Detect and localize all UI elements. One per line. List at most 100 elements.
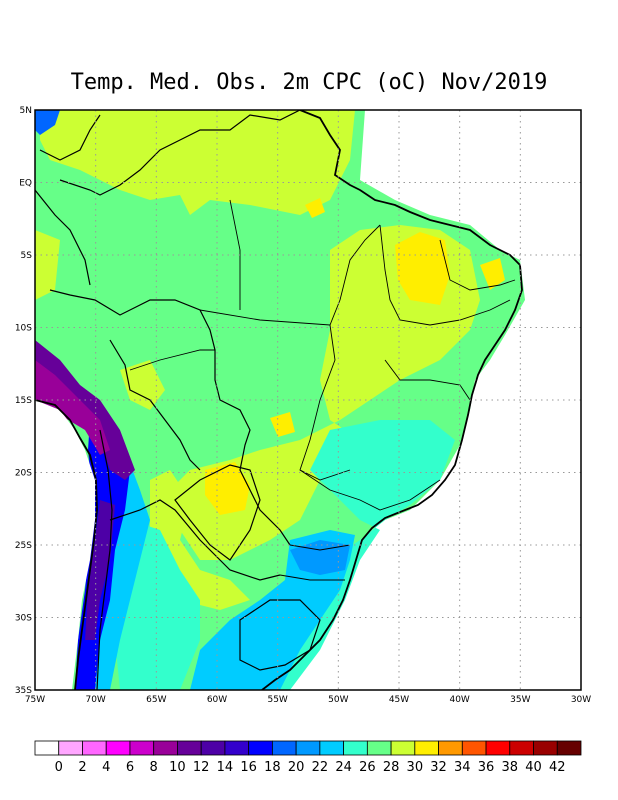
border-brazil-west: [49, 289, 291, 546]
zone-28-north: [40, 110, 355, 215]
longitude-label: 50W: [328, 695, 348, 705]
state-line-10: [439, 239, 516, 291]
colorbar-label: 22: [312, 760, 329, 775]
longitude-label: 70W: [85, 695, 105, 705]
latitude-label: 5N: [20, 106, 32, 116]
state-line-7: [289, 544, 351, 551]
zone-30-amapa: [305, 198, 325, 218]
zone-22-rs: [290, 540, 350, 575]
state-line-3: [299, 324, 351, 481]
zone-28-central: [170, 225, 480, 560]
latitude-labels: 5N EQ 5S 10S 15S 20S 25S 30S 35S: [15, 106, 32, 696]
colorbar-swatch: [129, 740, 155, 756]
state-line-2: [229, 199, 241, 310]
state-line-8: [279, 574, 345, 581]
latitude-label: 5S: [21, 251, 33, 261]
colorbar-label: 40: [525, 760, 542, 775]
colorbar-label: 32: [430, 760, 447, 775]
colorbar-swatch: [390, 740, 416, 756]
longitude-labels: 75W 70W 65W 60W 55W 50W 45W 40W 35W 30W: [25, 695, 591, 705]
colorbar-label: 14: [217, 760, 234, 775]
colorbar-label: 4: [102, 760, 110, 775]
border-brazil-north: [59, 110, 301, 196]
border-bolivia: [109, 339, 201, 471]
state-line-1: [199, 224, 381, 326]
boundaries: [35, 110, 523, 690]
longitude-label: 65W: [146, 695, 166, 705]
border-colombia-venezuela: [39, 114, 101, 161]
zone-18-nw-corner: [35, 110, 60, 135]
zone-30-ne-coast: [480, 258, 505, 290]
longitude-label: 45W: [389, 695, 409, 705]
latitude-label: 30S: [15, 614, 32, 624]
longitude-label: 55W: [267, 695, 287, 705]
longitude-label: 40W: [449, 695, 469, 705]
latitude-label: 35S: [15, 686, 32, 696]
colorbar-swatch: [461, 740, 487, 756]
colorbar-label: 8: [150, 760, 158, 775]
map-title: Temp. Med. Obs. 2m CPC (oC) Nov/2019: [70, 70, 548, 95]
latitude-label: 15S: [15, 396, 32, 406]
border-uruguay: [239, 599, 321, 671]
colorbar-label: 6: [126, 760, 134, 775]
colorbar-swatch: [556, 740, 582, 756]
colorbar-label: 18: [264, 760, 281, 775]
colorbar-swatch: [200, 740, 226, 756]
state-line-5: [384, 359, 471, 401]
colorbar-swatch: [319, 740, 345, 756]
latitude-label: EQ: [19, 179, 32, 189]
state-line-6: [299, 469, 441, 511]
colorbar-swatch: [153, 740, 178, 756]
colorbar-swatch: [58, 740, 83, 756]
state-line-9: [129, 349, 215, 371]
colorbar-label: 12: [193, 760, 210, 775]
map-frame: [34, 109, 582, 691]
colorbar-label: 20: [288, 760, 305, 775]
colorbar-label: 16: [240, 760, 257, 775]
colorbar-label: 34: [454, 760, 471, 775]
latitude-label: 20S: [15, 469, 32, 479]
colorbar-label: 38: [502, 760, 519, 775]
colorbar-swatch: [343, 740, 368, 756]
colorbar-swatch: [438, 740, 463, 756]
colorbar-swatch: [366, 740, 392, 756]
colorbar-swatch: [177, 740, 202, 756]
border-chile-argentina: [96, 429, 113, 690]
colorbar-swatch: [509, 740, 534, 756]
zone-30-northeast: [395, 232, 450, 305]
border-argentina-north: [109, 499, 281, 581]
border-paraguay: [174, 464, 261, 561]
colorbar-label: 28: [383, 760, 400, 775]
colorbar-label: 2: [78, 760, 86, 775]
longitude-label: 35W: [510, 695, 530, 705]
colorbar-swatch: [248, 740, 273, 756]
latitude-label: 10S: [15, 324, 32, 334]
colorbar-swatch: [295, 740, 321, 756]
border-peru-ecuador: [35, 189, 91, 286]
longitude-label: 75W: [25, 695, 45, 705]
colorbar-label: 26: [359, 760, 376, 775]
zone-28-center-west: [120, 360, 165, 410]
colorbar-label: 10: [169, 760, 186, 775]
zone-30-pantanal: [205, 462, 250, 515]
pacific-coastline: [35, 399, 98, 690]
zone-10-andes-core: [35, 360, 110, 455]
latitude-label: 25S: [15, 541, 32, 551]
state-line-4: [379, 224, 511, 326]
colorbar-label: 30: [407, 760, 424, 775]
colorbar: 0 2 4 6 8 10 12 14 16 18 20 22 24 26 28 30 32 34 36 38 40 42: [34, 740, 582, 775]
longitude-label: 60W: [207, 695, 227, 705]
colorbar-swatch: [34, 740, 60, 756]
colorbar-swatch: [485, 740, 511, 756]
colorbar-swatch: [105, 740, 131, 756]
zone-14-andes-south: [85, 500, 115, 640]
colorbar-swatch: [271, 740, 297, 756]
colorbar-label: 0: [55, 760, 63, 775]
zone-28-west-amazon: [35, 230, 60, 300]
colorbar-swatch: [414, 740, 439, 756]
colorbar-label: 42: [549, 760, 566, 775]
longitude-label: 30W: [571, 695, 591, 705]
colorbar-swatch: [82, 740, 107, 756]
atlantic-coastline: [261, 110, 523, 690]
